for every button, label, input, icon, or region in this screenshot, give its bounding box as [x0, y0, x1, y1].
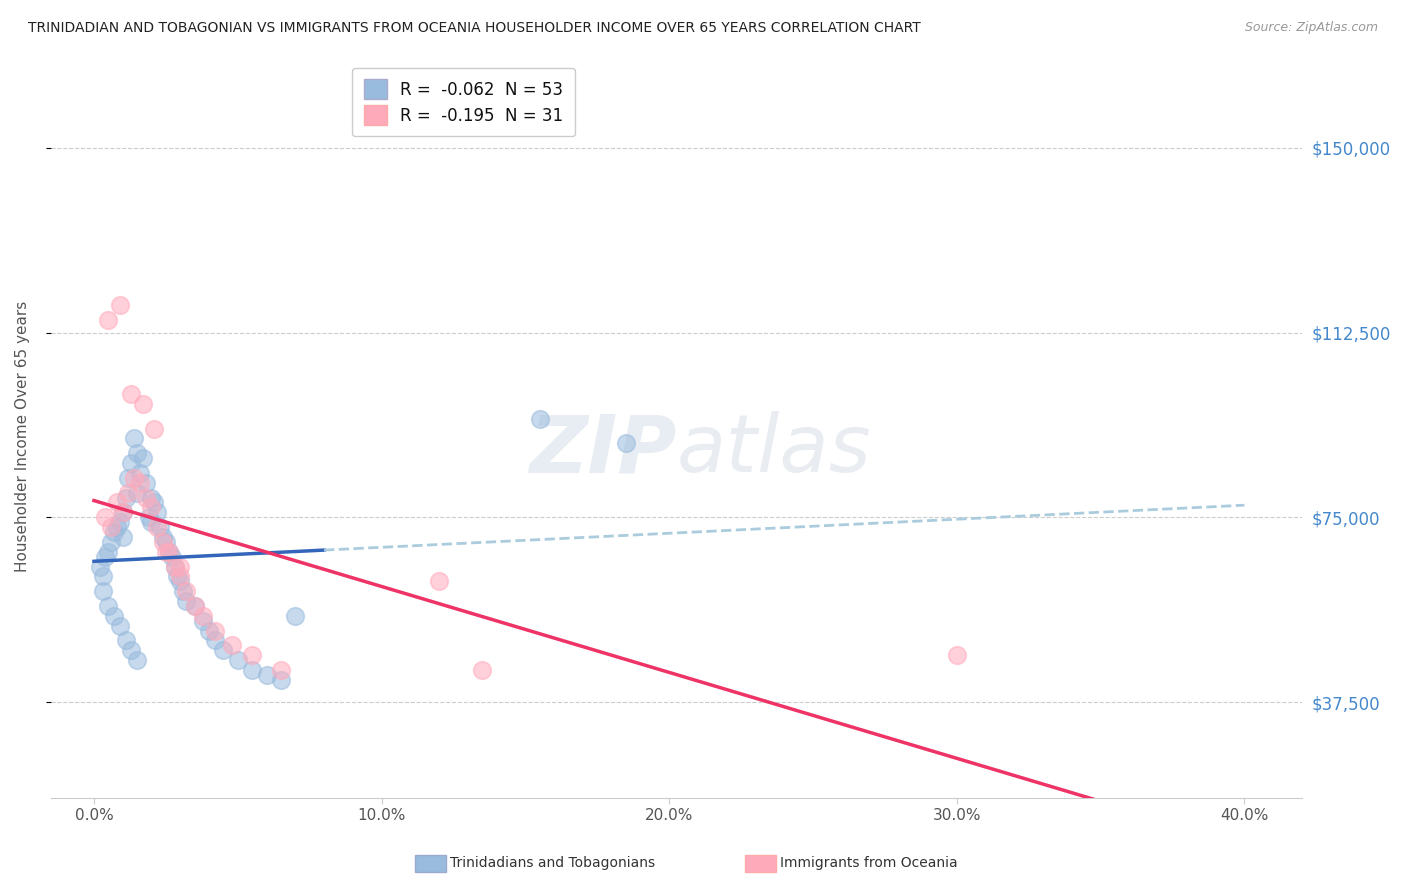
Point	[152, 535, 174, 549]
Point	[221, 638, 243, 652]
Point	[94, 510, 117, 524]
Text: Source: ZipAtlas.com: Source: ZipAtlas.com	[1244, 21, 1378, 34]
Point	[256, 668, 278, 682]
Point	[169, 559, 191, 574]
Point	[270, 673, 292, 687]
Point	[89, 559, 111, 574]
Point	[141, 500, 163, 515]
Point	[111, 505, 134, 519]
Point	[114, 491, 136, 505]
Point	[132, 451, 155, 466]
Text: Trinidadians and Tobagonians: Trinidadians and Tobagonians	[450, 856, 655, 871]
Point	[143, 421, 166, 435]
Point	[141, 515, 163, 529]
Point	[212, 643, 235, 657]
Point	[529, 411, 551, 425]
Point	[160, 549, 183, 564]
Point	[105, 520, 128, 534]
Point	[149, 520, 172, 534]
Point	[141, 491, 163, 505]
Point	[108, 298, 131, 312]
Text: ZIP: ZIP	[529, 411, 676, 490]
Point	[163, 559, 186, 574]
Point	[169, 574, 191, 589]
Text: atlas: atlas	[676, 411, 872, 490]
Point	[193, 608, 215, 623]
Point	[193, 614, 215, 628]
Point	[129, 466, 152, 480]
Point	[204, 633, 226, 648]
Point	[198, 624, 221, 638]
Point	[471, 663, 494, 677]
Point	[174, 584, 197, 599]
Point	[163, 559, 186, 574]
Point	[155, 535, 177, 549]
Point	[127, 446, 149, 460]
Point	[111, 530, 134, 544]
Point	[143, 495, 166, 509]
Point	[105, 495, 128, 509]
Point	[94, 549, 117, 564]
Point	[129, 475, 152, 490]
Point	[169, 569, 191, 583]
Point	[91, 569, 114, 583]
Point	[152, 530, 174, 544]
Point	[166, 569, 188, 583]
Point	[614, 436, 637, 450]
Point	[127, 653, 149, 667]
Point	[204, 624, 226, 638]
Point	[100, 535, 122, 549]
Point	[157, 545, 180, 559]
Point	[108, 515, 131, 529]
Point	[183, 599, 205, 613]
Point	[183, 599, 205, 613]
Y-axis label: Householder Income Over 65 years: Householder Income Over 65 years	[15, 301, 30, 572]
Point	[127, 485, 149, 500]
Point	[122, 432, 145, 446]
Point	[146, 520, 169, 534]
Legend: R =  -0.062  N = 53, R =  -0.195  N = 31: R = -0.062 N = 53, R = -0.195 N = 31	[352, 68, 575, 136]
Point	[97, 313, 120, 327]
Point	[284, 608, 307, 623]
Point	[100, 520, 122, 534]
Point	[120, 387, 142, 401]
Point	[427, 574, 450, 589]
Point	[240, 648, 263, 663]
Point	[945, 648, 967, 663]
Text: Immigrants from Oceania: Immigrants from Oceania	[780, 856, 957, 871]
Point	[157, 545, 180, 559]
Point	[120, 456, 142, 470]
Point	[146, 505, 169, 519]
Point	[114, 633, 136, 648]
Point	[174, 594, 197, 608]
Point	[226, 653, 249, 667]
Point	[135, 491, 157, 505]
Point	[135, 475, 157, 490]
Point	[270, 663, 292, 677]
Point	[122, 471, 145, 485]
Point	[240, 663, 263, 677]
Point	[172, 584, 194, 599]
Point	[91, 584, 114, 599]
Point	[132, 397, 155, 411]
Point	[117, 471, 139, 485]
Point	[97, 545, 120, 559]
Point	[103, 524, 125, 539]
Text: TRINIDADIAN AND TOBAGONIAN VS IMMIGRANTS FROM OCEANIA HOUSEHOLDER INCOME OVER 65: TRINIDADIAN AND TOBAGONIAN VS IMMIGRANTS…	[28, 21, 921, 35]
Point	[103, 608, 125, 623]
Point	[111, 505, 134, 519]
Point	[97, 599, 120, 613]
Point	[108, 618, 131, 632]
Point	[138, 510, 160, 524]
Point	[117, 485, 139, 500]
Point	[120, 643, 142, 657]
Point	[155, 545, 177, 559]
